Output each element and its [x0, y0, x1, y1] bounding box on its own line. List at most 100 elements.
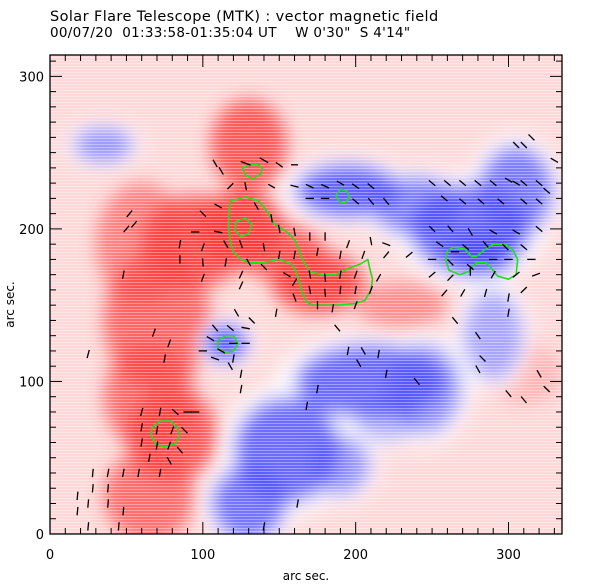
field-vector — [123, 225, 130, 233]
field-vector — [277, 250, 281, 260]
field-vector — [428, 179, 436, 187]
field-vector — [528, 133, 535, 141]
field-vector — [505, 389, 512, 398]
field-vector — [167, 441, 172, 450]
field-vector — [308, 285, 312, 295]
field-vector — [206, 336, 215, 342]
field-vector — [87, 499, 90, 508]
field-vector — [535, 225, 543, 233]
field-vector — [413, 377, 420, 386]
field-vector — [137, 468, 141, 478]
field-vector — [447, 274, 454, 282]
field-vector — [447, 259, 454, 266]
field-vector — [447, 225, 454, 233]
field-vector — [218, 166, 224, 175]
field-vector — [339, 270, 342, 279]
field-vector — [277, 224, 281, 234]
field-vector — [305, 183, 314, 189]
position-south: S 4'14" — [359, 25, 411, 41]
field-vector — [535, 198, 543, 205]
field-vector — [163, 354, 167, 363]
field-vector — [375, 273, 382, 282]
field-vector — [201, 258, 204, 267]
field-vector — [483, 288, 488, 298]
field-vector — [246, 258, 252, 267]
contour-negative-core-2 — [445, 243, 519, 280]
plot-frame — [49, 54, 563, 535]
field-vector — [130, 220, 138, 228]
y-tick-label: 300 — [19, 70, 44, 85]
field-vector — [238, 270, 244, 279]
field-vector — [512, 229, 521, 235]
field-vector — [550, 157, 559, 163]
field-vector — [460, 288, 466, 297]
field-vector — [253, 202, 259, 211]
field-vector — [176, 446, 184, 454]
field-vector — [367, 197, 375, 206]
field-vector — [520, 198, 528, 205]
chart-subtitle: 00/07/20 01:33:58-01:35:04 UT W 0'30" S … — [50, 26, 410, 41]
field-vector — [474, 331, 481, 340]
contour-positive-core-4 — [150, 420, 181, 448]
y-tick-label: 200 — [19, 223, 44, 238]
field-vector — [474, 179, 482, 187]
x-tick-label: 300 — [496, 548, 521, 563]
field-vector — [214, 203, 223, 209]
scanline-texture — [50, 55, 562, 534]
field-vector — [260, 263, 268, 271]
field-vector — [520, 141, 528, 149]
field-vector — [213, 230, 223, 234]
field-vector — [212, 159, 218, 168]
field-vector — [121, 270, 125, 279]
field-vector — [155, 441, 159, 450]
field-vector — [428, 225, 436, 233]
field-vector — [181, 426, 188, 434]
field-vector — [147, 453, 151, 463]
field-vector — [291, 278, 298, 287]
field-vector — [226, 324, 235, 332]
field-vector — [211, 324, 219, 332]
field-vector — [383, 197, 390, 206]
contour-negative-core-1 — [335, 188, 351, 204]
field-vector — [497, 198, 505, 205]
field-vector — [158, 407, 162, 417]
y-tick-label: 100 — [19, 375, 44, 390]
field-vector — [462, 244, 470, 251]
field-vector — [270, 213, 273, 223]
field-vector — [477, 198, 485, 205]
x-tick-label: 200 — [343, 548, 368, 563]
field-vector — [345, 239, 351, 249]
field-vector — [535, 179, 543, 187]
field-vector — [543, 187, 551, 194]
field-vector — [360, 346, 366, 355]
observation-time-range: 01:33:58-01:35:04 UT — [122, 25, 277, 41]
field-vector — [232, 354, 235, 363]
axes: 0 100 200 300 0 100 200 300 — [19, 55, 562, 563]
field-vector — [140, 422, 144, 432]
field-vector — [361, 250, 366, 260]
field-vector — [227, 362, 233, 371]
field-vector — [512, 141, 520, 149]
field-vector — [458, 179, 467, 187]
field-vector — [356, 359, 362, 368]
field-vector — [334, 324, 341, 332]
contour-positive-core-2 — [228, 196, 374, 306]
field-vector — [482, 240, 489, 248]
field-vector — [435, 241, 444, 248]
field-vector — [512, 180, 521, 186]
field-vector — [248, 317, 256, 324]
field-vector — [91, 484, 94, 493]
field-vector — [475, 365, 481, 374]
field-vector — [239, 384, 243, 394]
x-axis-title: arc sec. — [283, 569, 329, 583]
field-vector — [536, 369, 542, 378]
position-west: W 0'30" — [295, 25, 351, 41]
field-vector — [106, 468, 110, 478]
field-vector — [274, 308, 278, 318]
field-vector — [200, 243, 205, 252]
field-vector — [440, 195, 448, 202]
field-vector — [520, 286, 528, 294]
field-vector — [353, 300, 358, 310]
observation-date: 00/07/20 — [50, 25, 114, 41]
field-vector — [502, 243, 509, 251]
